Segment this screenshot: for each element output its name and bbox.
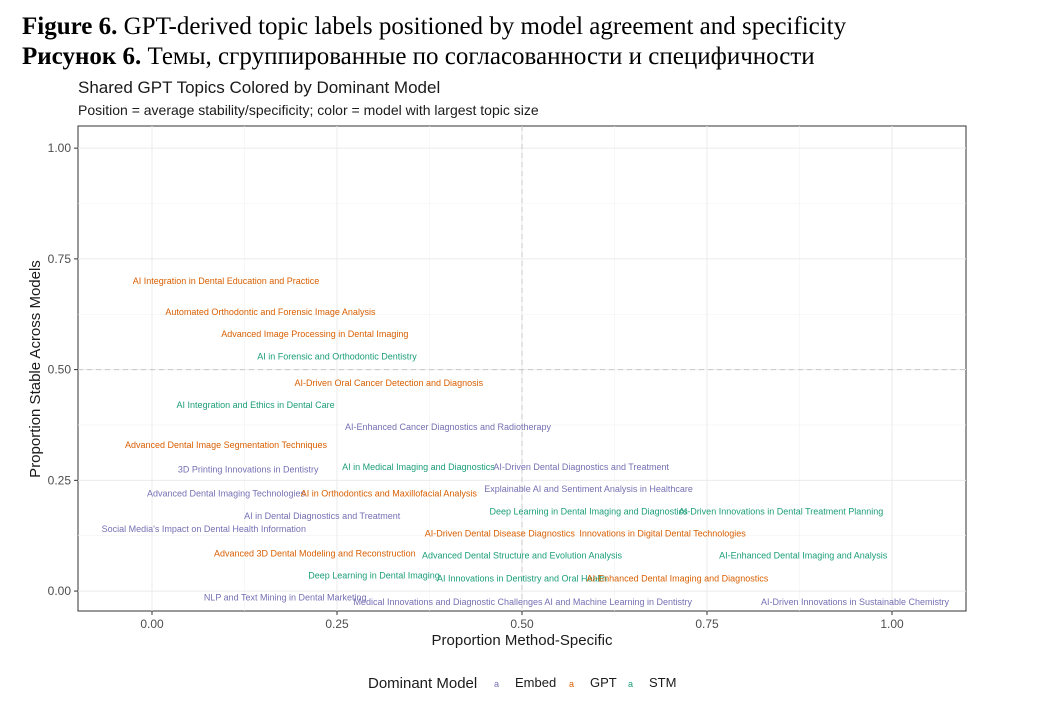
topic-label-point: 3D Printing Innovations in Dentistry xyxy=(178,464,319,474)
legend-key-glyph: a xyxy=(494,679,499,689)
x-axis: 0.00 0.25 0.50 0.75 1.00 xyxy=(140,611,904,631)
topic-label-point: Advanced 3D Dental Modeling and Reconstr… xyxy=(214,548,416,558)
figure-caption-text-russian: Темы, сгруппированные по согласованности… xyxy=(141,43,815,70)
x-tick-label: 0.00 xyxy=(140,617,164,631)
figure-number: Figure 6. xyxy=(22,13,118,40)
y-tick-label: 0.75 xyxy=(48,252,72,266)
topic-label-point: AI-Driven Dental Diagnostics and Treatme… xyxy=(493,462,669,472)
figure-caption-text: GPT-derived topic labels positioned by m… xyxy=(117,13,847,40)
legend-title: Dominant Model xyxy=(368,675,477,692)
point-labels: AI Integration in Dental Education and P… xyxy=(102,276,950,607)
topic-label-point: Deep Learning in Dental Imaging xyxy=(308,571,440,581)
topic-label-point: Advanced Image Processing in Dental Imag… xyxy=(221,329,408,339)
x-tick-label: 0.75 xyxy=(695,617,719,631)
y-tick-label: 0.25 xyxy=(48,473,72,487)
legend-key-glyph: a xyxy=(569,679,574,689)
chart-subtitle: Position = average stability/specificity… xyxy=(78,102,539,118)
chart-title: Shared GPT Topics Colored by Dominant Mo… xyxy=(78,78,440,97)
topic-label-point: Social Media's Impact on Dental Health I… xyxy=(102,524,306,534)
topic-label-point: AI Integration in Dental Education and P… xyxy=(133,276,320,286)
topic-label-point: Automated Orthodontic and Forensic Image… xyxy=(165,307,376,317)
x-axis-label: Proportion Method-Specific xyxy=(432,632,613,649)
topic-label-point: Advanced Dental Imaging Technologies xyxy=(147,489,305,499)
topic-label-point: AI-Enhanced Dental Imaging and Analysis xyxy=(719,551,888,561)
y-axis-label: Proportion Stable Across Models xyxy=(27,260,44,478)
legend-entry-gpt: GPT xyxy=(590,675,617,690)
topic-label-point: AI-Driven Innovations in Sustainable Che… xyxy=(761,597,950,607)
y-axis: 0.00 0.25 0.50 0.75 1.00 xyxy=(48,141,78,598)
topic-label-point: Deep Learning in Dental Imaging and Diag… xyxy=(490,506,689,516)
figure-caption-russian: Рисунок 6. Темы, сгруппированные по согл… xyxy=(22,44,815,69)
y-tick-label: 0.50 xyxy=(48,363,72,377)
reference-lines xyxy=(78,126,966,611)
x-tick-label: 0.25 xyxy=(325,617,349,631)
topic-label-point: AI and Machine Learning in Dentistry xyxy=(544,597,692,607)
y-tick-label: 0.00 xyxy=(48,584,72,598)
topic-label-point: AI in Orthodontics and Maxillofacial Ana… xyxy=(301,489,478,499)
figure-caption-english: Figure 6. GPT-derived topic labels posit… xyxy=(22,14,846,39)
topic-label-point: AI-Enhanced Dental Imaging and Diagnosti… xyxy=(587,574,769,584)
figure-number-russian: Рисунок 6. xyxy=(22,43,142,70)
legend-entry-embed: Embed xyxy=(515,675,556,690)
topic-label-point: AI in Medical Imaging and Diagnostics xyxy=(342,462,495,472)
x-tick-label: 0.50 xyxy=(510,617,534,631)
topic-label-point: AI Innovations in Dentistry and Oral Hea… xyxy=(437,574,607,584)
x-tick-label: 1.00 xyxy=(880,617,904,631)
legend: Dominant Model a Embed a GPT a STM xyxy=(368,675,676,692)
topic-label-point: Innovations in Digital Dental Technologi… xyxy=(579,528,746,538)
legend-key-glyph: a xyxy=(628,679,633,689)
topic-label-point: AI-Driven Oral Cancer Detection and Diag… xyxy=(295,378,484,388)
topic-label-point: AI-Enhanced Cancer Diagnostics and Radio… xyxy=(345,422,552,432)
topic-label-point: Explainable AI and Sentiment Analysis in… xyxy=(484,484,693,494)
topic-label-point: Medical Innovations and Diagnostic Chall… xyxy=(353,597,543,607)
topic-label-point: NLP and Text Mining in Dental Marketing xyxy=(204,593,367,603)
topic-label-point: AI-Driven Dental Disease Diagnostics xyxy=(425,528,576,538)
topic-label-point: Advanced Dental Structure and Evolution … xyxy=(422,551,623,561)
topic-label-point: AI-Driven Innovations in Dental Treatmen… xyxy=(679,506,884,516)
topic-label-point: Advanced Dental Image Segmentation Techn… xyxy=(125,440,327,450)
topic-label-point: AI Integration and Ethics in Dental Care xyxy=(177,400,335,410)
topic-label-point: AI in Dental Diagnostics and Treatment xyxy=(244,511,401,521)
legend-entry-stm: STM xyxy=(649,675,676,690)
y-tick-label: 1.00 xyxy=(48,141,72,155)
topic-label-point: AI in Forensic and Orthodontic Dentistry xyxy=(257,351,417,361)
